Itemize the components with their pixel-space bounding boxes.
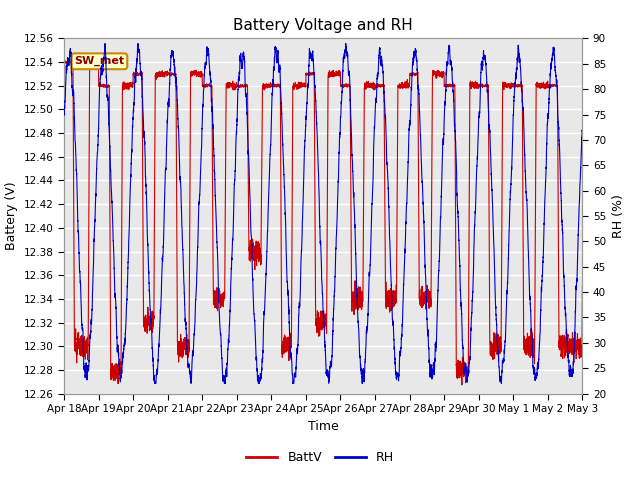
- X-axis label: Time: Time: [308, 420, 339, 432]
- Y-axis label: RH (%): RH (%): [612, 194, 625, 238]
- Title: Battery Voltage and RH: Battery Voltage and RH: [234, 18, 413, 33]
- Legend: BattV, RH: BattV, RH: [241, 446, 399, 469]
- Text: SW_met: SW_met: [74, 56, 125, 66]
- Y-axis label: Battery (V): Battery (V): [5, 182, 18, 250]
